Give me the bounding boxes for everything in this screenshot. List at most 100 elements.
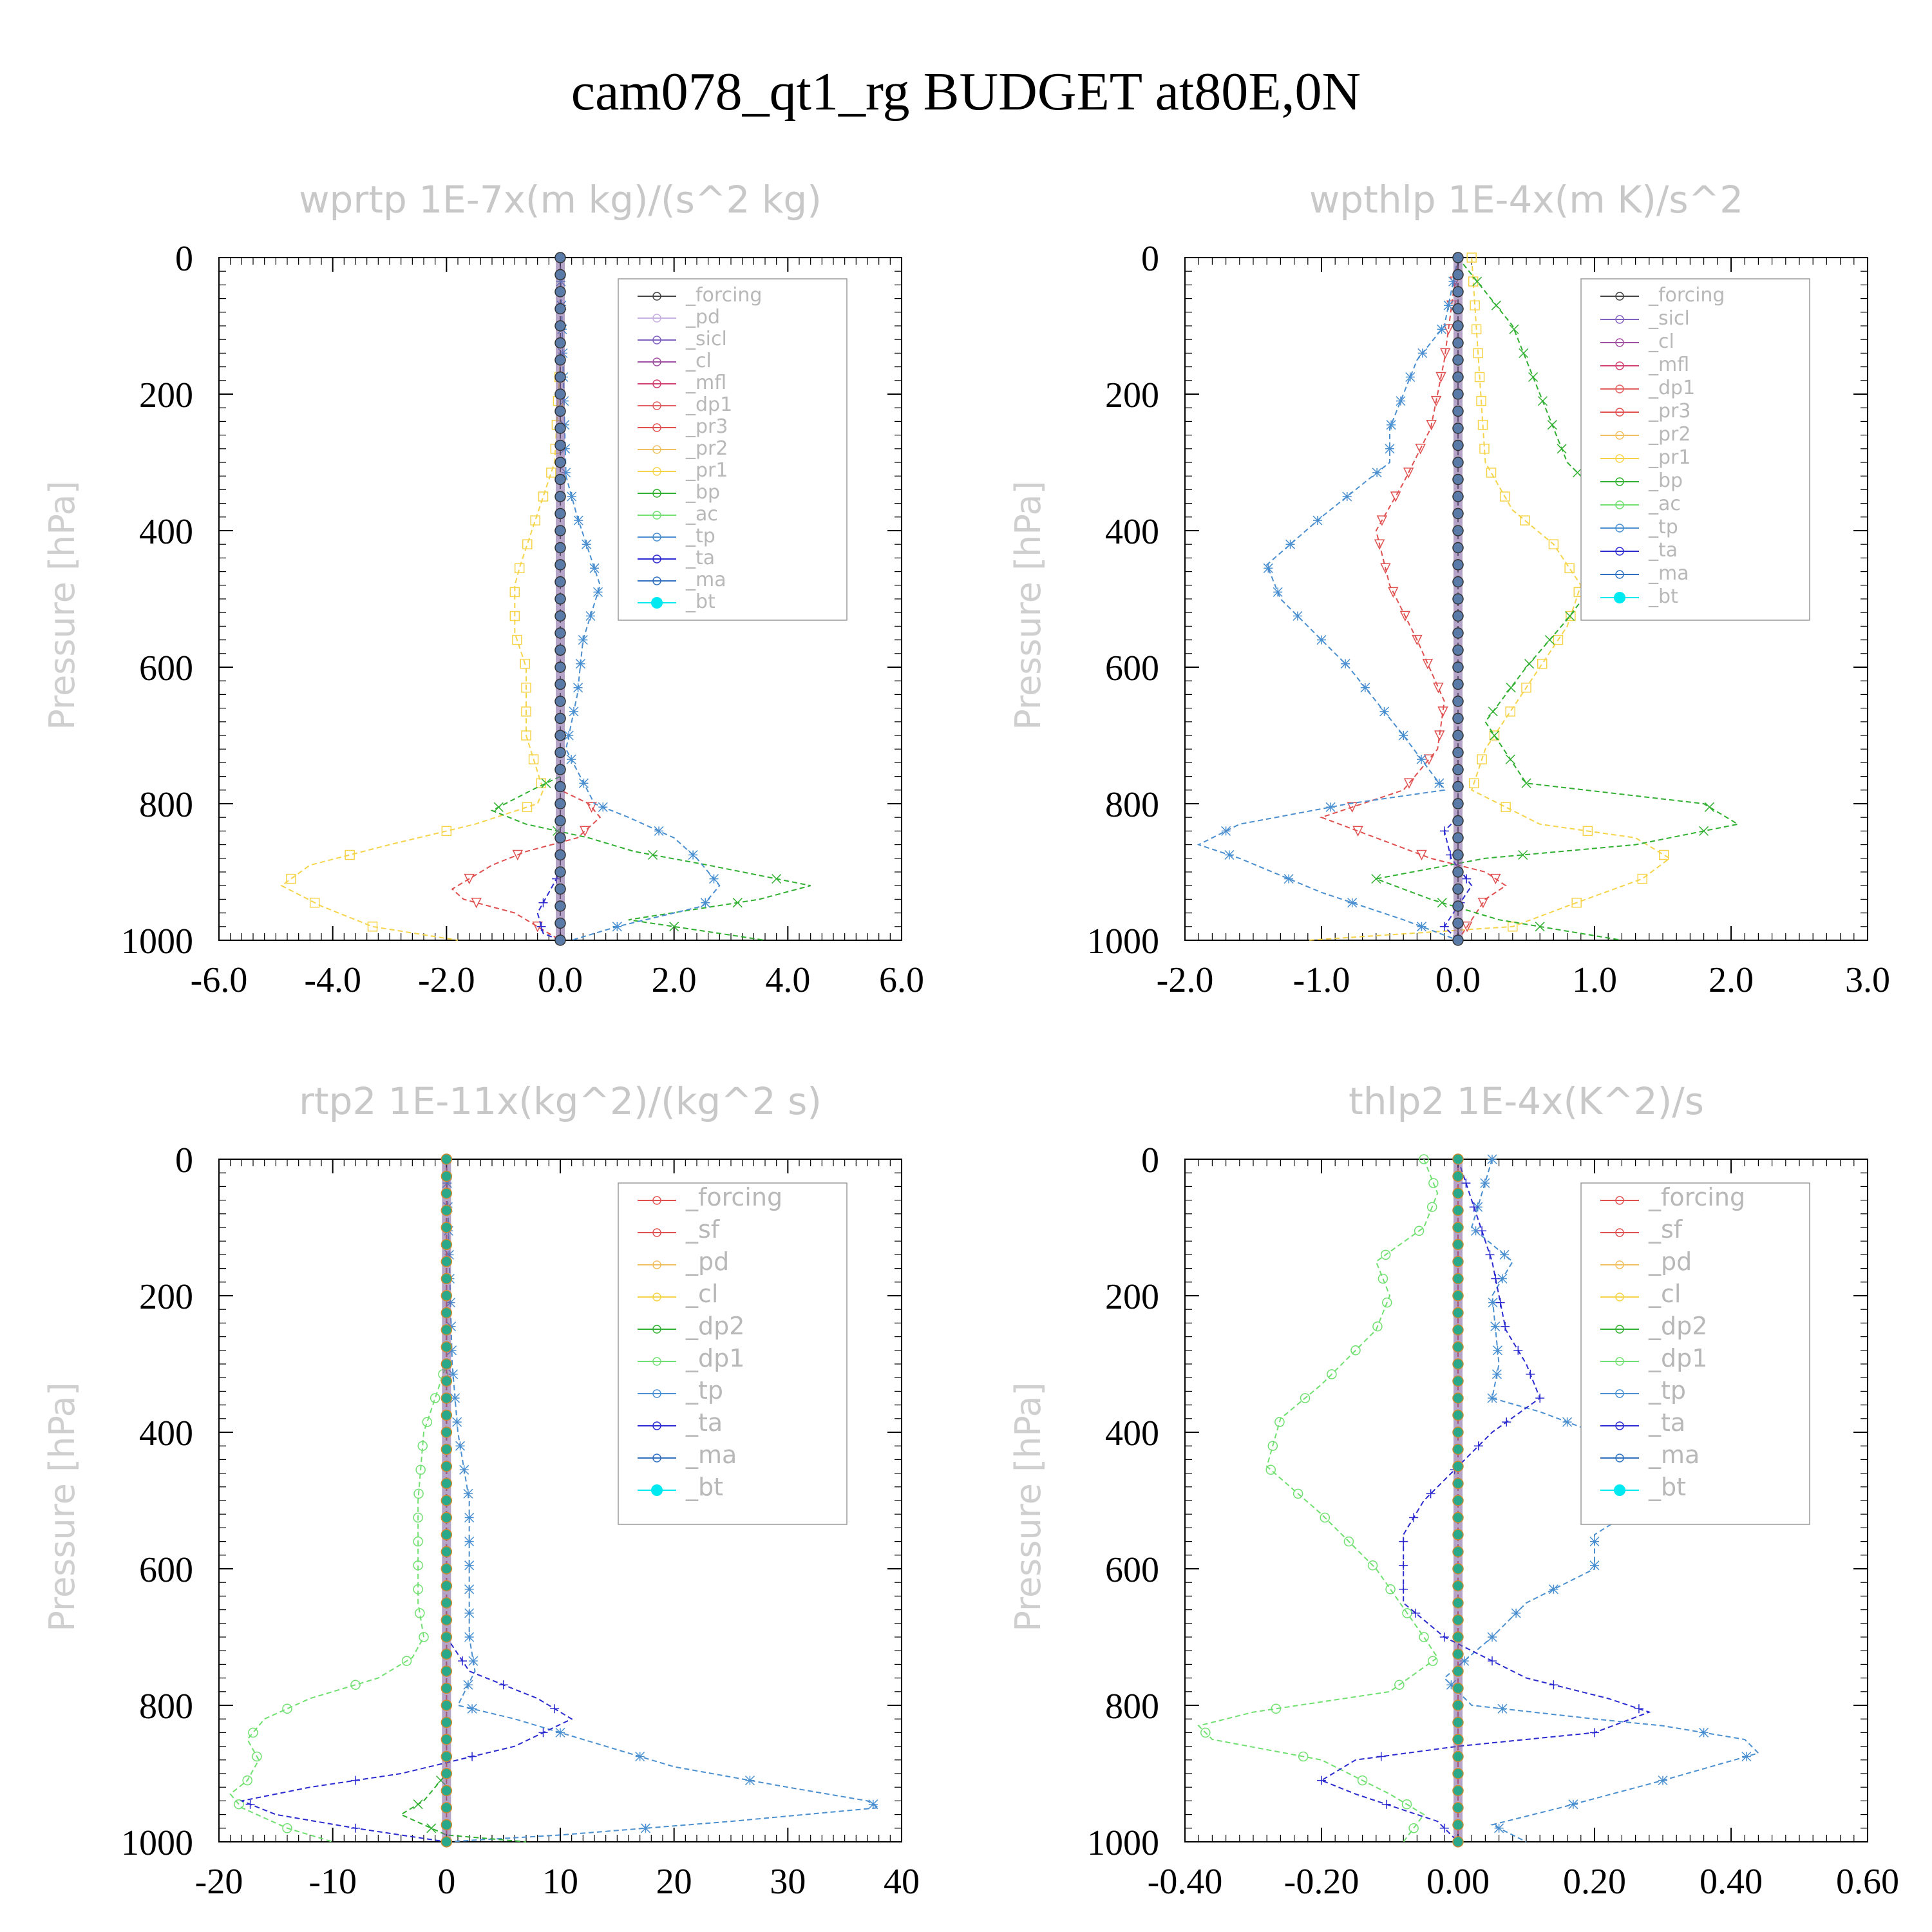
legend-label: _bt: [1648, 1473, 1686, 1501]
series-line: [490, 258, 811, 941]
pr1-marker: [1520, 515, 1530, 526]
x-tick-label: -0.40: [1148, 1862, 1223, 1902]
bt-marker: [1452, 1648, 1464, 1660]
pr3-marker: [1430, 395, 1442, 407]
legend-label: _sicl: [685, 328, 727, 350]
x-tick-label: -0.20: [1284, 1862, 1359, 1902]
dp1-marker: [1350, 1345, 1361, 1356]
tp-marker: [612, 922, 622, 932]
tp-marker: [1312, 515, 1323, 526]
bt-marker: [1452, 1426, 1464, 1438]
bt-marker: [1452, 1222, 1464, 1233]
pr3-marker: [1403, 468, 1414, 478]
bt-marker: [1452, 1597, 1464, 1609]
tp-marker: [1437, 324, 1447, 334]
tp-marker: [585, 611, 596, 621]
bt-marker: [554, 798, 566, 810]
pr1-marker: [530, 515, 540, 526]
bt-marker: [554, 746, 566, 759]
bt-marker: [1452, 1511, 1464, 1524]
legend-label: _pr2: [685, 437, 728, 460]
bt-marker: [1452, 1563, 1464, 1575]
x-tick-label: 6.0: [879, 960, 924, 1000]
pr1-marker: [521, 730, 531, 741]
pr1-marker: [441, 826, 452, 837]
tp-marker: [455, 1441, 466, 1451]
legend-label: _forcing: [1648, 284, 1725, 307]
ta-marker: [1485, 1250, 1495, 1260]
tp-marker: [1405, 372, 1416, 383]
bt-marker: [1452, 1819, 1464, 1831]
legend-marker: [652, 533, 661, 542]
bp-marker: [1544, 635, 1555, 645]
y-tick-label: 0: [175, 239, 193, 279]
bt-marker: [1452, 678, 1464, 690]
bt-marker: [554, 473, 566, 486]
bt-marker: [554, 917, 566, 929]
tp-marker: [1589, 1560, 1600, 1571]
pr1-marker: [512, 634, 522, 645]
tp-marker: [450, 1393, 460, 1403]
dp1-marker: [1428, 1656, 1438, 1666]
tp-marker: [569, 706, 579, 717]
pr1-marker: [528, 754, 539, 764]
bp-marker: [1509, 324, 1519, 334]
dp1-marker: [415, 1464, 426, 1475]
tp-marker: [464, 1608, 475, 1618]
legend-marker: [1615, 384, 1624, 393]
bt-marker: [1452, 917, 1464, 929]
bt-marker: [1452, 1665, 1464, 1677]
legend-label: _dp1: [685, 1344, 744, 1372]
pr1-marker: [1471, 324, 1482, 335]
y-tick-label: 400: [1105, 1414, 1159, 1454]
bp-marker: [541, 778, 551, 788]
ta-marker: [1399, 1537, 1408, 1546]
bt-marker: [440, 1222, 453, 1233]
tp-marker: [1741, 1751, 1752, 1762]
bt-marker: [1452, 1734, 1464, 1745]
bp-marker: [1557, 444, 1567, 454]
legend-label: _tp: [1648, 516, 1678, 538]
bt-marker: [440, 1631, 453, 1643]
tp-marker: [564, 730, 574, 741]
bt-marker: [554, 439, 566, 451]
y-tick-label: 1000: [1087, 1823, 1159, 1863]
pr1-marker: [1505, 706, 1516, 717]
bt-marker: [554, 286, 566, 298]
bt-marker: [440, 1563, 453, 1575]
legend-label: _sicl: [1648, 307, 1690, 330]
series-line: [451, 258, 601, 941]
x-tick-label: 40: [884, 1862, 920, 1902]
bt-marker: [440, 1614, 453, 1626]
bt-marker: [1452, 559, 1464, 571]
x-tick-label: 2.0: [652, 960, 697, 1000]
bt-marker: [554, 354, 566, 366]
bt-marker: [440, 1204, 453, 1217]
pr1-marker: [1537, 658, 1548, 669]
chart-panel-4: thlp2 1E-4x(K^2)/s -0.40 -0.20 0.00 0.20 0.40…: [1008, 1079, 1899, 1902]
dp1-marker: [282, 1823, 292, 1833]
dp1-marker: [419, 1632, 429, 1642]
legend: _forcing_sicl_cl_mfl_dp1_pr3_pr2_pr1_bp_…: [1580, 278, 1810, 621]
bt-marker: [1452, 644, 1464, 656]
dp1-marker: [417, 1441, 428, 1451]
legend-marker: [1614, 592, 1625, 603]
pr3-marker: [1376, 515, 1388, 526]
bt-marker: [1452, 746, 1464, 759]
legend-label: _bt: [685, 1473, 723, 1501]
legend-marker: [1614, 1484, 1625, 1496]
bt-marker: [554, 457, 566, 468]
legend-label: _dp2: [685, 1312, 744, 1340]
bt-marker: [440, 1495, 453, 1506]
dp1-marker: [1408, 1823, 1419, 1833]
ta-marker: [538, 1728, 548, 1738]
bt-marker: [1452, 1153, 1464, 1165]
ta-marker: [1491, 1274, 1501, 1283]
bp-marker: [1704, 802, 1714, 812]
bt-marker: [440, 1392, 453, 1404]
pr1-marker: [1571, 897, 1582, 908]
tp-marker: [566, 754, 576, 764]
dp1-marker: [1372, 1321, 1383, 1332]
tp-marker: [1347, 898, 1358, 908]
tp-marker: [654, 826, 664, 836]
